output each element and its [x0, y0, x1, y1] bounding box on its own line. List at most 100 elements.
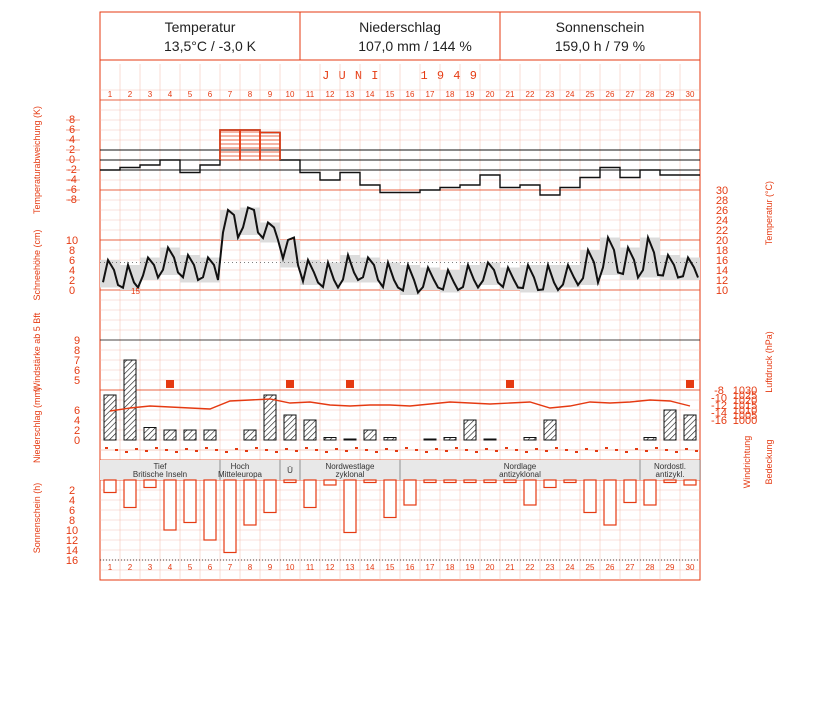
- sunshine-bar: [483, 479, 497, 484]
- day-label-bottom: 8: [248, 563, 253, 572]
- sunshine-bar: [403, 479, 417, 506]
- pressure-tick-label: 1000: [733, 415, 757, 427]
- temperature-tick-label: 28: [716, 195, 728, 207]
- cloud-cover-dot: [685, 448, 688, 450]
- sunshine-bar: [383, 479, 397, 519]
- cloud-cover-dot: [315, 449, 318, 451]
- sunshine-bar: [363, 479, 377, 484]
- day-label-top: 20: [486, 90, 495, 99]
- cloud-cover-dot: [495, 450, 498, 452]
- precip-bar: [463, 419, 477, 441]
- sunshine-bar: [643, 479, 657, 506]
- cloud-cover-dot: [275, 451, 278, 453]
- cloud-cover-dot: [325, 451, 328, 453]
- precip-bar: [163, 429, 177, 441]
- wind-tick-label: 9: [74, 335, 80, 347]
- wind-strength-marker: [166, 380, 174, 388]
- precip-bar: [283, 414, 297, 441]
- temperature-range-band: [620, 247, 640, 280]
- precip-bar: [243, 429, 257, 441]
- cloud-cover-dot: [335, 448, 338, 450]
- precip-bar: [363, 429, 377, 441]
- snow-tick-label: 0: [69, 285, 75, 297]
- weather-type-label: Britische Inseln: [133, 470, 187, 479]
- day-label-bottom: 20: [486, 563, 495, 572]
- temp-header-title: Temperatur: [165, 19, 236, 35]
- snow-tick-label: 8: [69, 245, 75, 257]
- precip-header-value: 107,0 mm / 144 %: [358, 38, 472, 54]
- day-label-top: 19: [466, 90, 475, 99]
- temperature-range-band: [660, 255, 680, 280]
- cloud-cover-dot: [555, 447, 558, 449]
- day-label-bottom: 27: [626, 563, 635, 572]
- pressure-axis-title: Luftdruck (hPa): [764, 331, 774, 393]
- cloud-cover-dot: [395, 450, 398, 452]
- day-label-top: 26: [606, 90, 615, 99]
- cloud-cover-dot: [215, 449, 218, 451]
- cloud-cover-dot: [145, 450, 148, 452]
- day-label-bottom: 19: [466, 563, 475, 572]
- anomaly-warm-bar: [219, 129, 241, 160]
- pressure-tick-label: 1010: [733, 405, 757, 417]
- day-label-top: 15: [386, 90, 395, 99]
- cloud-cover-dot: [155, 447, 158, 449]
- anomaly-warm-bar: [259, 131, 281, 160]
- temperature-tick-label: 12: [716, 275, 728, 287]
- pressure-offset-label: -16: [711, 415, 727, 427]
- temperature-tick-label: 24: [716, 215, 728, 227]
- day-label-top: 1: [108, 90, 113, 99]
- temperature-tick-label: 18: [716, 245, 728, 257]
- sunshine-bar: [143, 479, 157, 489]
- cloud-cover-dot: [525, 451, 528, 453]
- precip-bar: [103, 394, 117, 441]
- temperature-tick-label: 20: [716, 235, 728, 247]
- cloud-cover-dot: [635, 448, 638, 450]
- pressure-tick-label: 1015: [733, 400, 757, 412]
- precip-bar: [183, 429, 197, 441]
- day-label-bottom: 2: [128, 563, 133, 572]
- pressure-offset-label: -8: [714, 385, 724, 397]
- cloud-cover-dot: [535, 448, 538, 450]
- temperature-range-band: [100, 260, 120, 288]
- wind-tick-label: 5: [74, 375, 80, 387]
- temperature-range-band: [420, 267, 440, 290]
- sunshine-bar: [323, 479, 337, 486]
- cloud-cover-dot: [115, 449, 118, 451]
- day-label-bottom: 17: [426, 563, 435, 572]
- cloud-cover-dot: [415, 449, 418, 451]
- pressure-offset-label: -10: [711, 393, 727, 405]
- temperature-range-band: [160, 247, 180, 275]
- cloud-cover-dot: [225, 451, 228, 453]
- cloud-cover-dot: [675, 451, 678, 453]
- wind-direction-title: Windrichtung: [742, 436, 752, 489]
- day-label-bottom: 1: [108, 563, 113, 572]
- sun-tick-label: 14: [66, 545, 78, 557]
- day-label-top: 5: [188, 90, 193, 99]
- precip-bar: [443, 437, 457, 441]
- day-label-bottom: 11: [306, 563, 315, 572]
- cloud-cover-dot: [545, 450, 548, 452]
- cloud-cover-dot: [625, 451, 628, 453]
- sunshine-bar: [543, 479, 557, 489]
- day-label-top: 25: [586, 90, 595, 99]
- temperature-tick-label: 22: [716, 225, 728, 237]
- day-label-top: 6: [208, 90, 213, 99]
- pressure-tick-label: 1030: [733, 385, 757, 397]
- anomaly-warm-bar: [239, 129, 261, 160]
- day-label-top: 13: [346, 90, 355, 99]
- day-label-top: 4: [168, 90, 173, 99]
- snow-tick-label: 4: [69, 265, 75, 277]
- precip-tick-label: 0: [74, 435, 80, 447]
- day-label-bottom: 26: [606, 563, 615, 572]
- day-label-bottom: 9: [268, 563, 273, 572]
- day-label-top: 7: [228, 90, 233, 99]
- sunshine-bar: [163, 479, 177, 531]
- cloud-cover-dot: [645, 450, 648, 452]
- sunshine-bar: [183, 479, 197, 524]
- cloud-cover-dot: [505, 447, 508, 449]
- pressure-tick-label: 1005: [733, 410, 757, 422]
- pressure-offset-label: -14: [711, 408, 727, 420]
- wind-strength-marker: [346, 380, 354, 388]
- sunshine-bar: [443, 479, 457, 484]
